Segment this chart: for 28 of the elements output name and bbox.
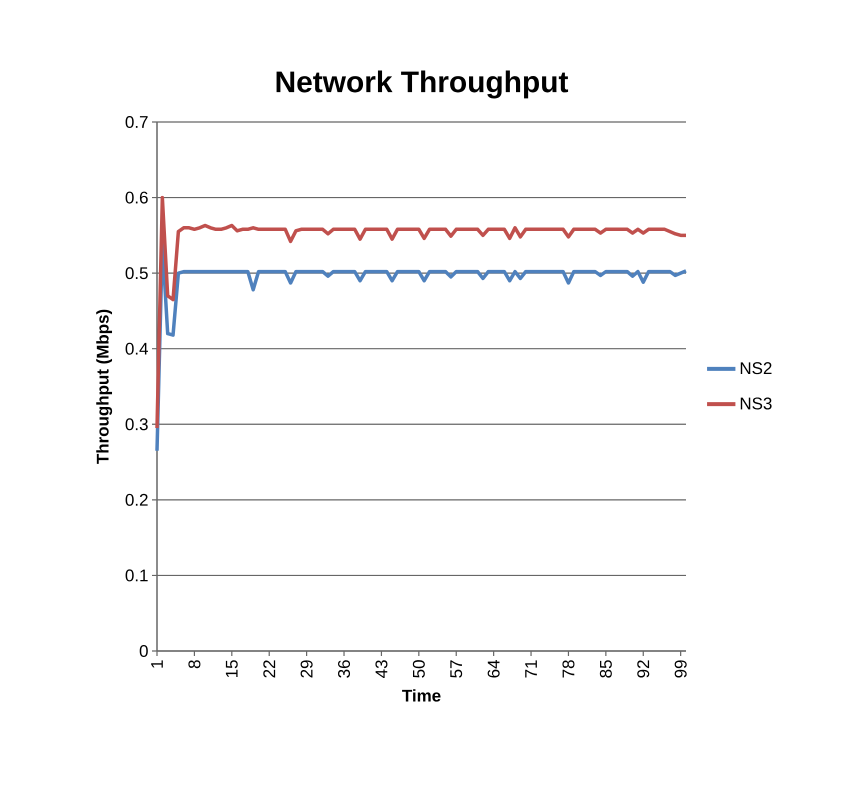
x-tick-label: 36 [338, 660, 350, 678]
legend-label: NS3 [740, 397, 772, 410]
x-tick-label: 8 [188, 660, 200, 668]
x-tick-label: 71 [525, 660, 537, 678]
legend-label: NS2 [740, 362, 772, 374]
y-tick-label: 0.7 [126, 116, 148, 128]
x-tick-label: 50 [412, 660, 425, 678]
y-tick-label: 0 [140, 645, 148, 657]
y-tick-label: 0.6 [126, 192, 148, 204]
x-tick-label: 22 [263, 660, 276, 678]
y-tick-label: 0.4 [126, 342, 148, 355]
x-axis-title: Time [402, 689, 441, 702]
x-tick-label: 43 [375, 660, 388, 678]
y-tick-label: 0.2 [126, 494, 148, 506]
x-tick-label: 92 [637, 660, 650, 678]
x-tick-label: 29 [300, 660, 313, 678]
x-tick-label: 15 [226, 660, 238, 678]
x-tick-label: 78 [562, 660, 574, 678]
x-tick-label: 85 [600, 660, 612, 678]
chart-title: Network Throughput [276, 70, 568, 98]
x-tick-label: 1 [151, 660, 163, 668]
y-tick-label: 0.3 [126, 418, 148, 430]
y-axis-title: Throughput (Mbps) [96, 310, 112, 464]
x-tick-label: 99 [674, 660, 687, 678]
y-tick-label: 0.5 [126, 267, 148, 280]
y-tick-label: 0.1 [126, 569, 148, 582]
x-tick-label: 57 [450, 660, 462, 678]
x-tick-label: 64 [488, 660, 500, 678]
